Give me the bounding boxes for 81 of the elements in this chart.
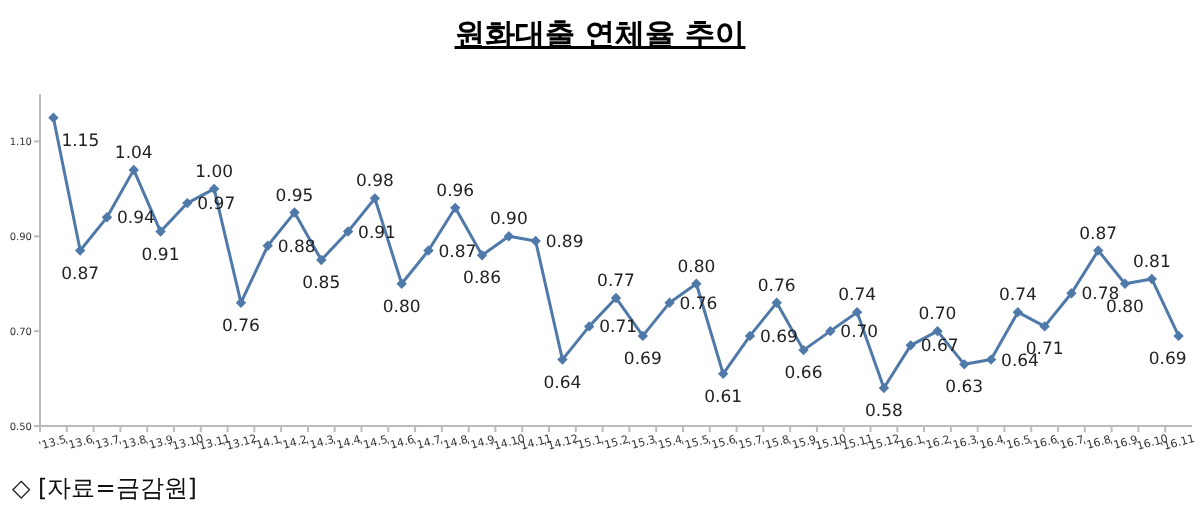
data-label: 0.80 <box>382 297 421 318</box>
point <box>1093 245 1104 256</box>
data-label: 0.71 <box>599 318 638 339</box>
data-label: 0.69 <box>759 327 798 348</box>
data-label: 0.95 <box>275 186 314 207</box>
point <box>905 340 916 351</box>
data-label: 1.04 <box>114 143 153 164</box>
point <box>932 325 943 337</box>
data-label: 0.58 <box>864 402 903 423</box>
point <box>235 297 247 308</box>
point <box>584 321 595 332</box>
point <box>717 368 729 380</box>
point <box>289 207 300 218</box>
point <box>959 359 970 370</box>
point <box>1012 306 1024 318</box>
point <box>1039 321 1050 332</box>
data-label: 0.76 <box>757 276 796 297</box>
point <box>155 226 166 237</box>
point <box>423 245 434 256</box>
data-label: 0.64 <box>1001 351 1039 372</box>
data-label: 0.74 <box>838 286 877 307</box>
data-label: 0.91 <box>141 245 180 266</box>
data-label: 0.85 <box>302 274 341 294</box>
point <box>1066 288 1077 299</box>
point <box>664 297 675 308</box>
data-label: 0.81 <box>1132 252 1171 273</box>
point <box>985 354 997 365</box>
point <box>1173 330 1184 342</box>
data-label: 0.89 <box>545 233 584 254</box>
data-label: 0.77 <box>597 271 635 292</box>
point <box>208 183 220 195</box>
point <box>503 231 515 242</box>
point <box>316 254 327 266</box>
data-label: 0.66 <box>784 364 823 385</box>
point <box>1119 278 1131 289</box>
data-label: 0.69 <box>623 349 662 370</box>
data-label: 0.87 <box>1079 224 1118 245</box>
point <box>262 240 273 251</box>
point <box>450 202 461 214</box>
point <box>342 226 354 237</box>
point <box>128 164 139 176</box>
data-label: 0.76 <box>222 316 260 337</box>
point <box>744 330 756 342</box>
data-label: 0.87 <box>61 264 100 285</box>
data-label: 0.74 <box>998 286 1037 307</box>
data-label: 0.70 <box>918 305 957 326</box>
data-label: 1.00 <box>195 162 234 183</box>
data-label: 0.87 <box>438 242 477 263</box>
data-label: 0.63 <box>945 378 984 399</box>
point <box>851 306 863 318</box>
point <box>610 292 622 304</box>
data-label: 1.15 <box>61 131 100 152</box>
data-label: 0.80 <box>1106 297 1144 318</box>
point <box>878 382 890 394</box>
data-label: 0.61 <box>704 387 743 408</box>
data-label: 0.96 <box>436 181 475 202</box>
point <box>825 325 836 337</box>
point <box>182 197 193 209</box>
data-label: 0.64 <box>543 373 582 394</box>
point <box>691 278 702 289</box>
point <box>369 193 381 204</box>
data-label: 0.94 <box>117 209 155 230</box>
point <box>798 344 809 356</box>
data-label: 0.86 <box>463 269 501 290</box>
data-label: 0.69 <box>1148 349 1187 370</box>
point <box>74 245 86 256</box>
data-label: 0.98 <box>355 172 394 193</box>
title: 원화대출 연체율 추이 <box>454 16 746 52</box>
point <box>1146 273 1158 285</box>
point <box>771 297 782 308</box>
point <box>101 212 113 223</box>
data-label: 0.88 <box>277 237 316 258</box>
point <box>530 235 541 247</box>
text: ◇ [자료=금감원] <box>12 474 197 502</box>
data-label: 0.90 <box>489 210 528 231</box>
point <box>637 330 648 342</box>
point <box>557 354 568 365</box>
data-label: 0.80 <box>677 257 716 278</box>
point <box>396 278 407 289</box>
point <box>48 112 59 123</box>
point <box>476 250 488 261</box>
